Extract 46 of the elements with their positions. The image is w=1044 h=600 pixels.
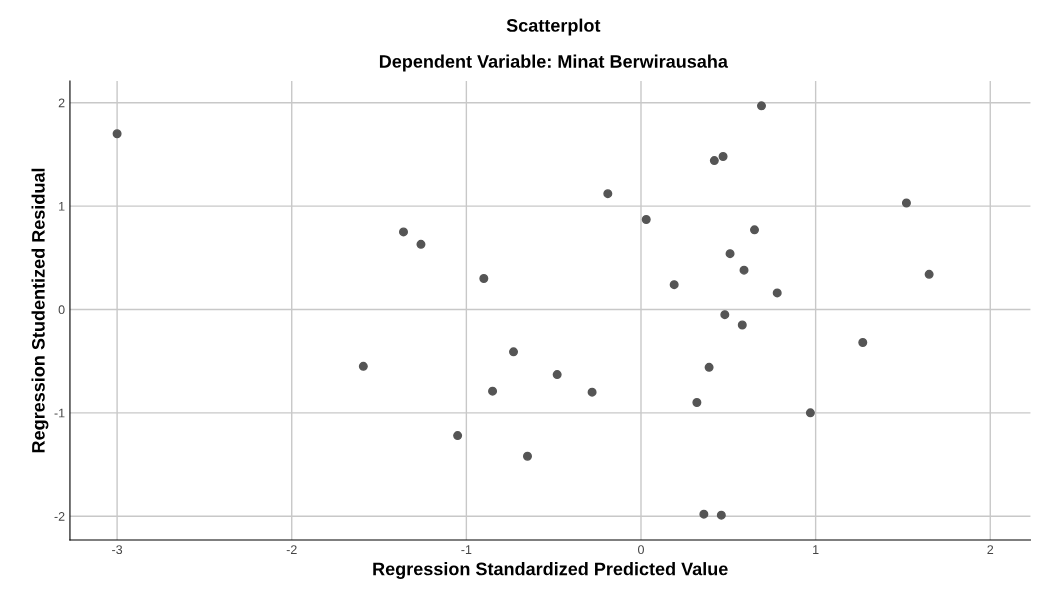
point [358, 361, 368, 371]
x-tick-label: 2 [987, 545, 994, 554]
x-axis-title: Regression Standardized Predicted Value [373, 562, 728, 579]
point [416, 239, 426, 249]
point [750, 225, 760, 235]
y-tick-label: 0 [58, 305, 65, 315]
point [488, 386, 498, 396]
x-tick-label: 1 [813, 545, 819, 554]
point [756, 101, 766, 111]
chart-subtitle: Dependent Variable: Minat Berwirausaha [379, 54, 729, 72]
point [692, 398, 702, 408]
point [398, 227, 408, 237]
chart-title: Scatterplot [506, 18, 601, 36]
x-tick-label: -3 [112, 545, 123, 555]
point [704, 362, 714, 372]
point [603, 189, 613, 199]
point [805, 408, 815, 418]
y-axis-title: Regression Studentized Residual [31, 168, 49, 453]
point [479, 273, 489, 283]
y-tick-label: -1 [54, 408, 65, 418]
point [552, 370, 562, 380]
point [112, 129, 122, 139]
point [509, 347, 519, 357]
point [522, 451, 532, 461]
point [718, 151, 728, 161]
point [720, 310, 730, 320]
point [709, 156, 719, 166]
point [699, 509, 709, 519]
y-tick-label: -2 [54, 512, 65, 521]
point [858, 338, 868, 348]
x-tick-label: -2 [286, 545, 297, 554]
point [772, 288, 782, 298]
point [641, 215, 651, 225]
point [901, 198, 911, 208]
point [737, 320, 747, 330]
point [739, 265, 749, 275]
y-tick-label: 2 [58, 98, 65, 108]
point [924, 269, 934, 279]
point [725, 249, 735, 259]
x-tick-label: -1 [461, 545, 472, 554]
point [669, 280, 679, 290]
point [716, 510, 726, 520]
x-tick-label: 0 [638, 545, 644, 555]
point [587, 387, 597, 397]
y-tick-label: 1 [59, 202, 65, 211]
point [453, 431, 463, 441]
